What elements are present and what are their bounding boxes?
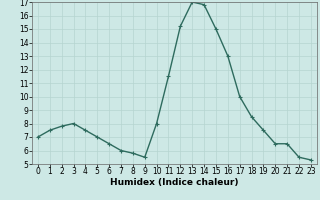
X-axis label: Humidex (Indice chaleur): Humidex (Indice chaleur) bbox=[110, 178, 239, 187]
